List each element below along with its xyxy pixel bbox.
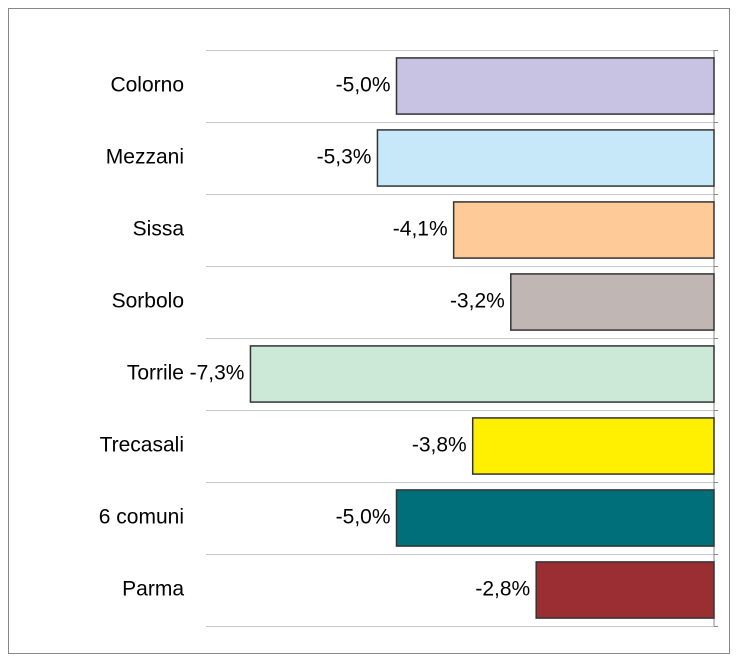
y-tick-label: Mezzani [106, 146, 184, 169]
bar [249, 345, 715, 403]
value-label: -3,8% [412, 434, 467, 457]
y-tick-label: Trecasali [100, 434, 184, 457]
y-tick-label: Colorno [110, 74, 184, 97]
value-label: -5,0% [336, 74, 391, 97]
bar [510, 273, 715, 331]
chart-frame [8, 8, 730, 654]
y-tick-label: Torrile [127, 362, 184, 385]
y-tick-label: Parma [122, 578, 184, 601]
y-tick-label: Sorbolo [112, 290, 184, 313]
bar [395, 489, 715, 547]
value-label: -2,8% [475, 578, 530, 601]
bar [471, 417, 715, 475]
value-label: -3,2% [450, 290, 505, 313]
bar [452, 201, 715, 259]
value-label: -5,3% [317, 146, 372, 169]
value-label: -7,3% [190, 362, 245, 385]
bar [395, 57, 715, 115]
y-tick-label: 6 comuni [99, 506, 184, 529]
value-label: -4,1% [393, 218, 448, 241]
value-label: -5,0% [336, 506, 391, 529]
bar [376, 129, 715, 187]
bar [535, 561, 715, 619]
y-tick-label: Sissa [133, 218, 185, 241]
